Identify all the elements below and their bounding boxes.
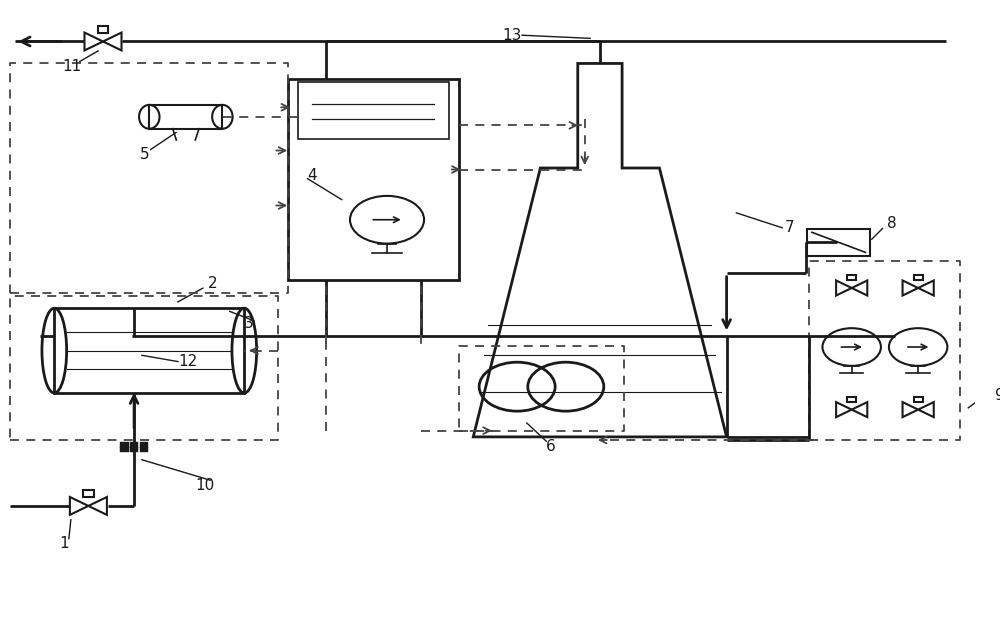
Bar [120, 447, 129, 452]
Bar [807, 229, 870, 255]
Text: 7: 7 [785, 220, 795, 235]
Text: 11: 11 [62, 59, 81, 74]
Bar [288, 79, 459, 280]
Text: 10: 10 [196, 477, 215, 493]
Bar [914, 275, 923, 281]
Text: 13: 13 [503, 28, 522, 43]
Bar [149, 105, 222, 129]
Bar [120, 442, 129, 448]
Text: 12: 12 [178, 354, 197, 369]
Bar [98, 26, 108, 33]
Text: 2: 2 [208, 276, 217, 291]
Bar [140, 447, 148, 452]
Text: 1: 1 [59, 536, 69, 551]
Text: 8: 8 [887, 216, 897, 231]
Text: 6: 6 [546, 439, 556, 454]
Text: 5: 5 [140, 147, 150, 162]
Bar [914, 396, 923, 402]
Bar [54, 308, 244, 393]
Bar [83, 491, 94, 497]
Text: 9: 9 [995, 388, 1000, 403]
Bar [298, 82, 449, 138]
Text: 4: 4 [308, 168, 317, 183]
Text: 3: 3 [244, 316, 254, 331]
Bar [140, 442, 148, 448]
Bar [130, 447, 138, 452]
Bar [847, 396, 856, 402]
Bar [847, 275, 856, 281]
Bar [130, 442, 138, 448]
